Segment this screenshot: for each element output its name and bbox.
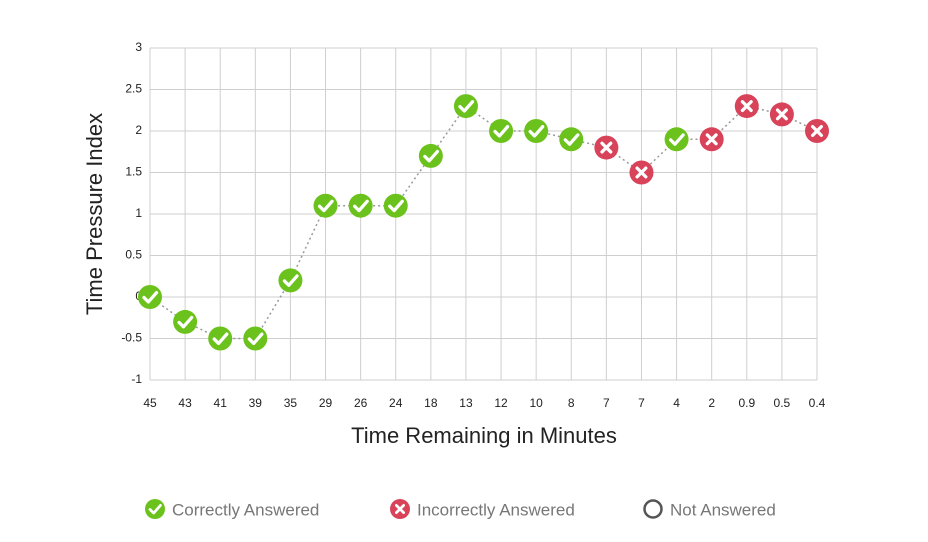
cross-icon: [705, 133, 718, 146]
legend-item: Incorrectly Answered: [390, 499, 575, 519]
x-tick-label: 0.5: [774, 396, 791, 410]
data-point: [489, 119, 514, 143]
check-icon: [148, 504, 162, 515]
marker-ring: [643, 499, 663, 519]
cross-icon: [740, 100, 753, 113]
x-tick-label: 4: [673, 396, 680, 410]
marker-circle: [348, 193, 373, 218]
check-icon: [177, 315, 194, 329]
marker-circle: [489, 119, 514, 143]
marker-circle: [383, 193, 408, 218]
marker-circle: [243, 326, 268, 351]
check-icon: [388, 199, 404, 213]
x-tick-label: 8: [568, 396, 575, 410]
x-tick-label: 2: [708, 396, 715, 410]
check-icon: [317, 199, 334, 213]
check-icon: [563, 133, 580, 146]
check-icon: [212, 332, 229, 346]
marker-circle: [559, 127, 584, 152]
check-icon: [247, 332, 264, 346]
x-tick-label: 45: [143, 396, 157, 410]
data-point: [173, 309, 198, 334]
y-tick-label: 1.5: [125, 165, 142, 179]
data-point: [243, 326, 268, 351]
x-tick-label: 0.9: [738, 396, 755, 410]
x-tick-label: 13: [459, 396, 473, 410]
x-tick-label: 35: [284, 396, 298, 410]
marker-circle: [173, 309, 198, 334]
data-point: [559, 127, 584, 152]
x-tick-label: 39: [249, 396, 263, 410]
marker-circle: [524, 119, 549, 143]
check-icon: [423, 149, 440, 163]
x-tick-label: 7: [603, 396, 610, 410]
check-icon: [142, 290, 159, 304]
marker-circle: [278, 268, 303, 293]
data-point: [313, 193, 338, 218]
marker-circle: [453, 94, 478, 119]
data-point: [524, 119, 549, 143]
marker-circle: [664, 127, 689, 152]
x-tick-label: 43: [178, 396, 192, 410]
y-axis-title: Time Pressure Index: [82, 113, 107, 315]
marker-circle: [145, 499, 165, 519]
x-tick-label: 7: [638, 396, 645, 410]
data-point: [418, 143, 443, 168]
cross-icon: [775, 108, 788, 121]
marker-circle: [138, 285, 162, 309]
marker-circle: [418, 143, 443, 168]
check-icon: [528, 124, 545, 138]
x-tick-label: 18: [424, 396, 438, 410]
cross-icon: [810, 124, 824, 138]
cross-icon: [395, 504, 405, 514]
data-point: [348, 193, 373, 218]
check-icon: [493, 124, 510, 138]
check-icon: [282, 274, 299, 287]
x-tick-label: 24: [389, 396, 403, 410]
x-tick-label: 12: [494, 396, 508, 410]
data-point: [629, 160, 654, 185]
x-tick-label: 29: [319, 396, 333, 410]
legend-label: Not Answered: [670, 500, 776, 519]
data-point: [594, 135, 619, 160]
x-tick-label: 0.4: [809, 396, 826, 410]
legend-item: Not Answered: [643, 499, 776, 519]
x-tick-label: 41: [214, 396, 228, 410]
legend-label: Correctly Answered: [172, 500, 319, 519]
legend-label: Incorrectly Answered: [417, 500, 575, 519]
data-point: [699, 127, 724, 152]
x-tick-label: 10: [529, 396, 543, 410]
y-tick-label: 2: [135, 123, 142, 137]
y-tick-label: 2.5: [125, 82, 142, 96]
y-tick-label: 3: [135, 40, 142, 54]
legend-item: Correctly Answered: [145, 499, 319, 519]
data-point: [805, 119, 829, 143]
check-icon: [458, 100, 475, 113]
data-point: [769, 102, 794, 127]
check-icon: [352, 199, 369, 213]
data-point: [383, 193, 408, 218]
cross-icon: [635, 166, 648, 179]
y-tick-label: 1: [135, 206, 142, 220]
y-tick-label: -1: [131, 372, 142, 386]
data-point: [453, 94, 478, 119]
data-point: [734, 94, 759, 119]
data-point: [208, 326, 233, 351]
marker-circle: [208, 326, 233, 351]
data-point: [664, 127, 689, 152]
marker-circle: [313, 193, 338, 218]
y-tick-label: 0.5: [125, 248, 142, 262]
data-point: [138, 285, 162, 309]
y-tick-label: -0.5: [121, 331, 142, 345]
x-axis-title: Time Remaining in Minutes: [351, 423, 617, 448]
cross-icon: [600, 141, 613, 154]
data-point: [278, 268, 303, 293]
x-tick-label: 26: [354, 396, 368, 410]
check-icon: [668, 133, 685, 146]
